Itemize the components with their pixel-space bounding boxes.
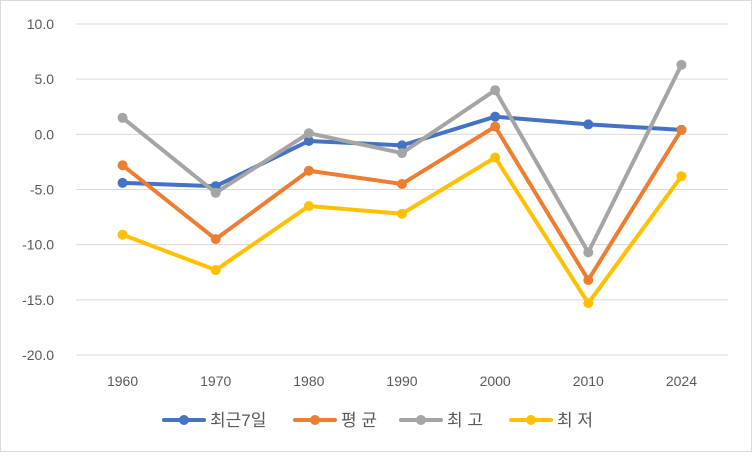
data-point [210, 187, 221, 198]
data-point [210, 265, 221, 276]
data-point [303, 128, 314, 139]
legend-item: 평 균 [293, 411, 377, 430]
data-point [490, 152, 501, 163]
y-tick-label: 10.0 [27, 16, 54, 32]
data-point [117, 160, 128, 171]
data-point [210, 234, 221, 245]
series-line [120, 62, 684, 255]
data-point [583, 274, 594, 285]
legend-swatch-marker [416, 415, 426, 425]
legend-label: 최 고 [447, 411, 483, 430]
y-tick-label: -5.0 [30, 182, 54, 198]
data-point [397, 148, 407, 159]
series-3 [117, 59, 687, 258]
data-point [490, 85, 501, 96]
legend-label: 최 저 [557, 411, 593, 430]
data-point [676, 171, 687, 182]
x-tick-label: 2010 [573, 373, 604, 389]
data-point [303, 135, 314, 146]
x-tick-label: 1960 [107, 373, 138, 389]
gridlines [76, 23, 728, 356]
x-tick-label: 1970 [200, 373, 231, 389]
data-point [397, 208, 407, 219]
legend-swatch-marker [526, 415, 536, 425]
legend: 최근7일 평 균 최 고 최 저 [162, 411, 593, 430]
data-point [583, 247, 594, 258]
data-point [397, 178, 407, 189]
x-tick-label: 1990 [386, 373, 417, 389]
x-tick-label: 2024 [666, 373, 697, 389]
series-4 [117, 152, 687, 309]
data-point [490, 111, 501, 122]
data-point [676, 59, 687, 70]
y-axis-ticks: -20.0 -15.0 -10.0 -5.0 0.0 5.0 10.0 [22, 16, 54, 363]
data-point [490, 121, 501, 132]
series-2 [117, 121, 687, 285]
legend-label: 평 균 [341, 411, 377, 430]
legend-label: 최근7일 [210, 411, 266, 430]
x-tick-label: 1980 [293, 373, 324, 389]
data-point [117, 177, 128, 188]
y-tick-label: -20.0 [22, 347, 54, 363]
legend-item: 최근7일 [162, 411, 266, 430]
data-point [676, 124, 687, 135]
y-tick-label: -15.0 [22, 292, 54, 308]
data-point [117, 229, 128, 240]
y-tick-label: 0.0 [35, 126, 55, 142]
legend-swatch-marker [179, 415, 189, 425]
legend-swatch-marker [310, 415, 320, 425]
data-point [583, 119, 594, 130]
x-tick-label: 2000 [480, 373, 511, 389]
data-point [583, 298, 594, 309]
data-point [117, 112, 128, 123]
x-axis-ticks: 1960 1970 1980 1990 2000 2010 2024 [107, 373, 697, 389]
y-tick-label: -10.0 [22, 237, 54, 253]
data-point [303, 165, 314, 176]
series-lines [117, 59, 687, 309]
data-point [397, 140, 407, 151]
legend-item: 최 고 [399, 411, 483, 430]
legend-item: 최 저 [509, 411, 593, 430]
y-tick-label: 5.0 [35, 71, 55, 87]
data-point [303, 201, 314, 212]
